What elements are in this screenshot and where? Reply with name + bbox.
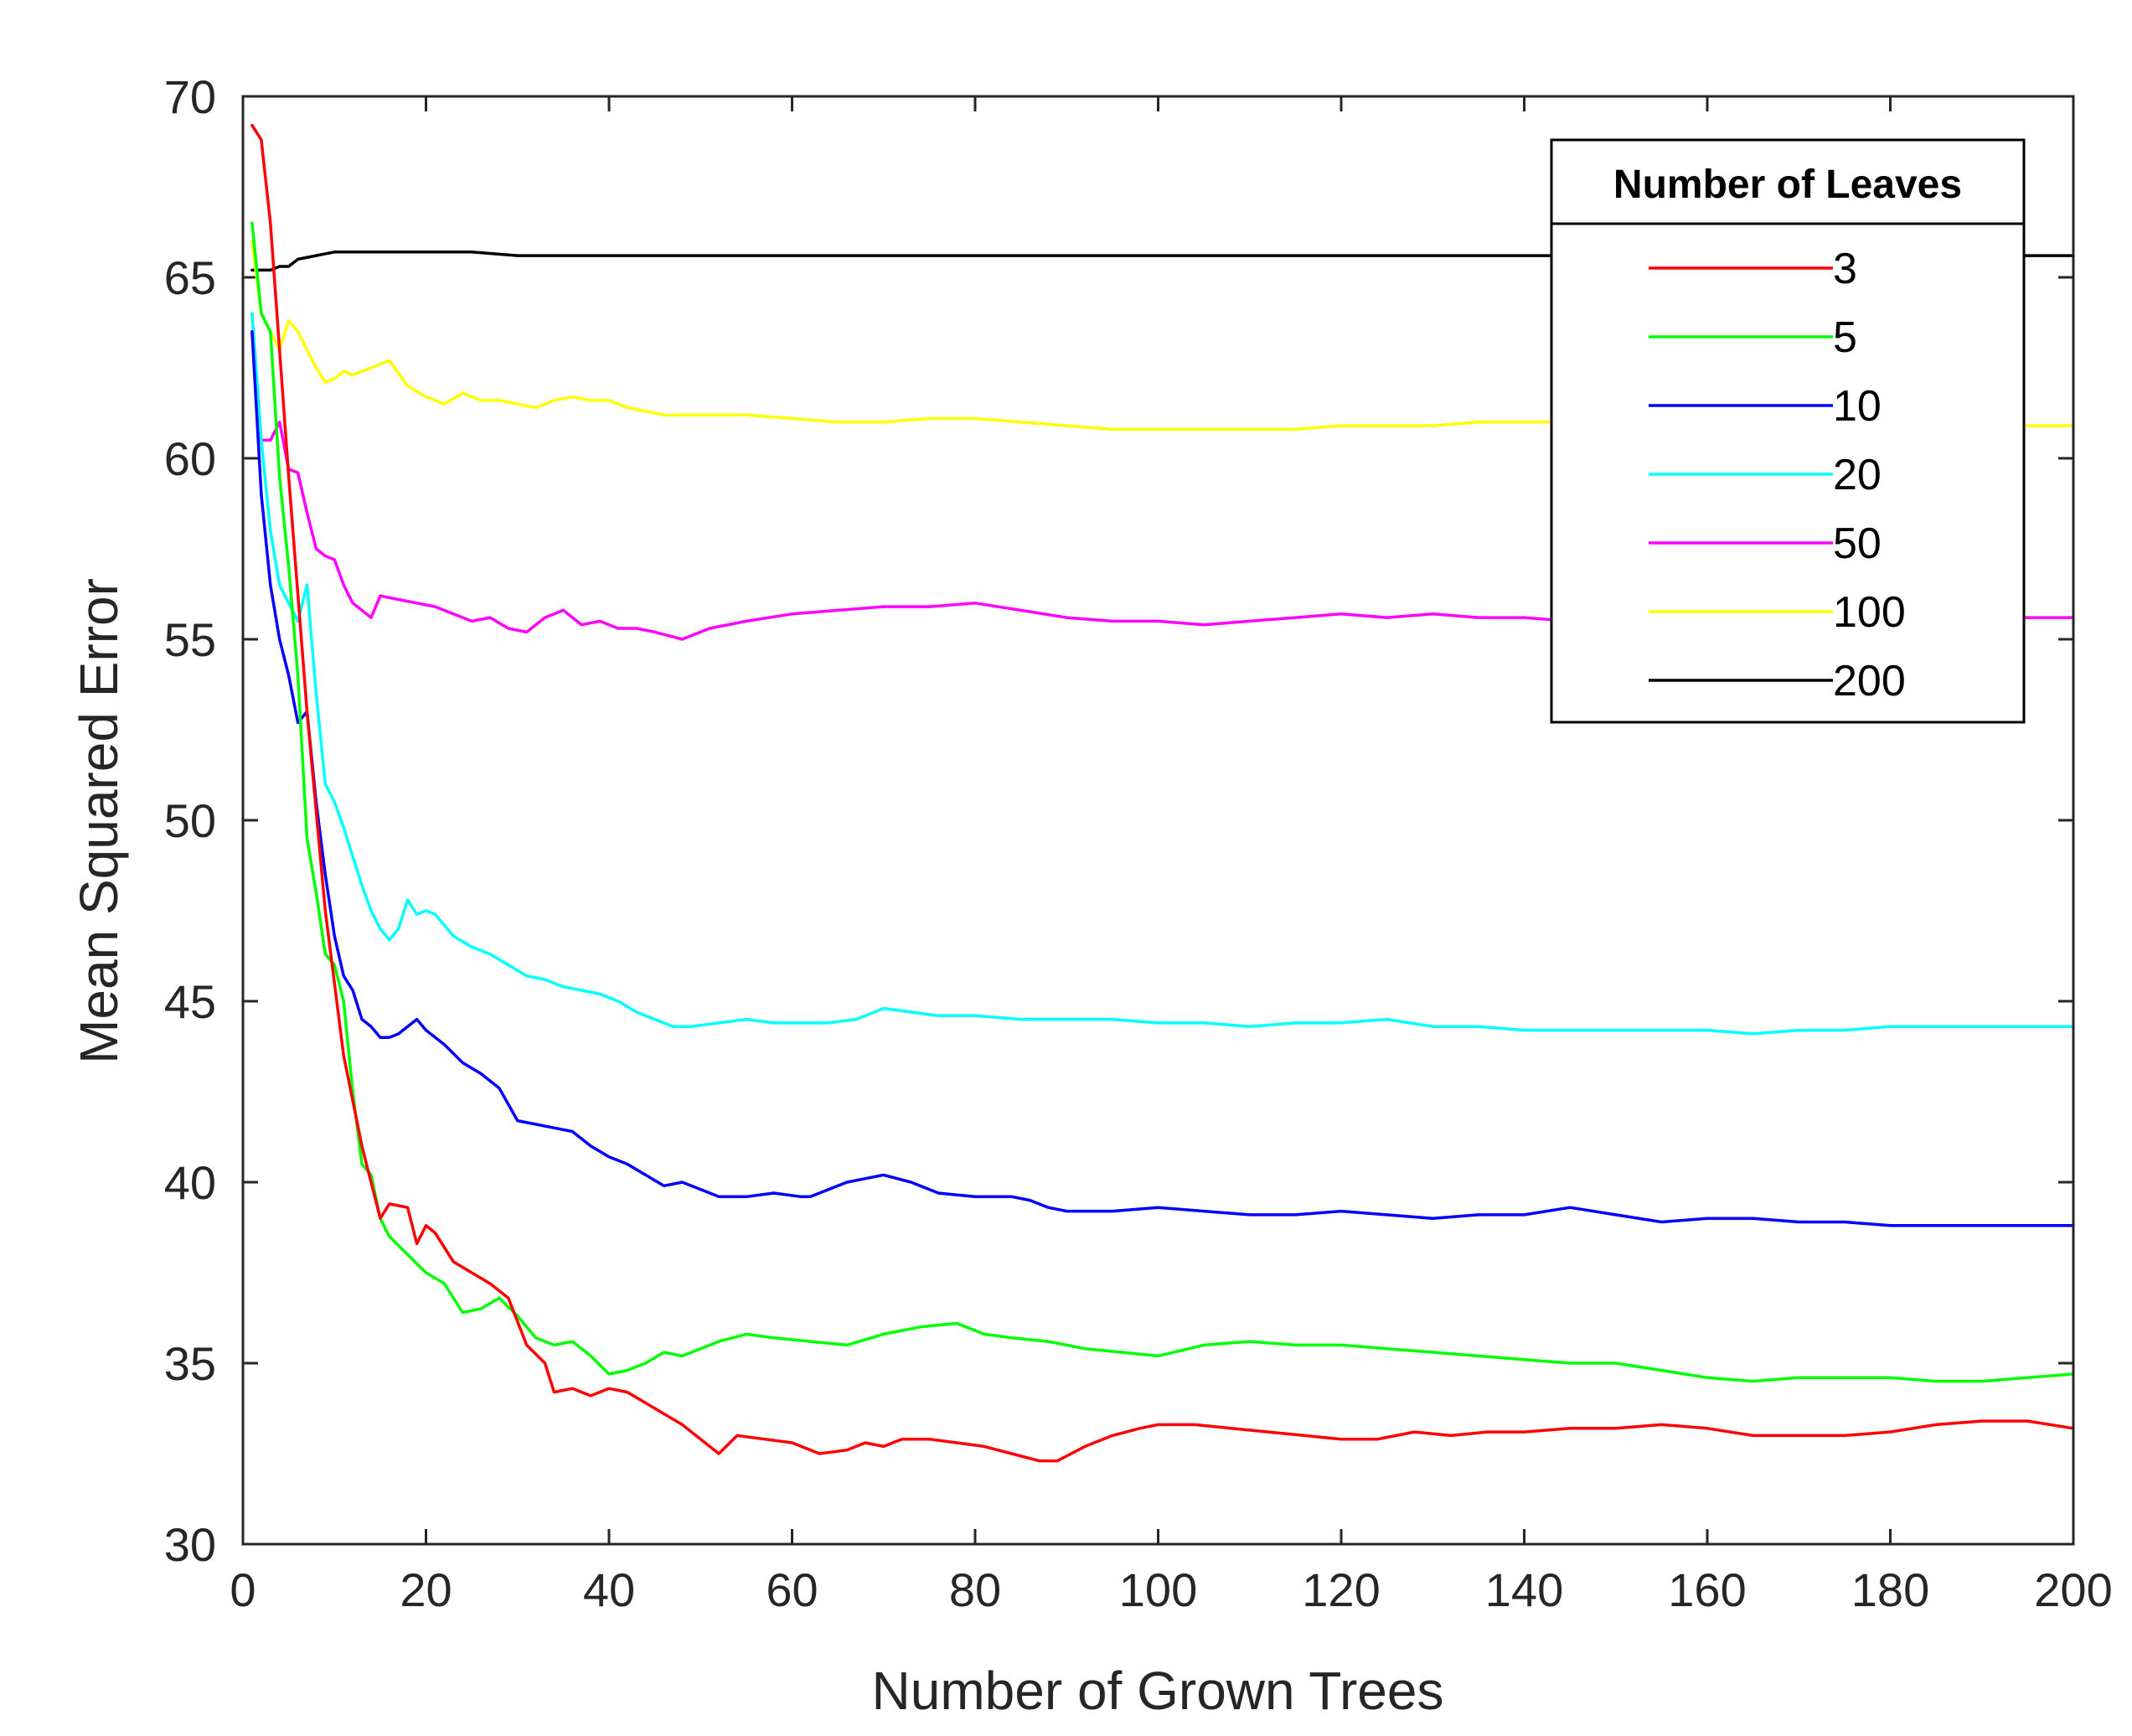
legend-items: 3 5 10 20 50 100 200 [1649, 245, 1906, 705]
legend-label-leaves-200: 200 [1833, 657, 1906, 705]
legend-label-leaves-5: 5 [1833, 313, 1857, 362]
series-line-leaves-3 [250, 123, 2075, 1463]
x-tick-label: 140 [1485, 1563, 1563, 1616]
x-tick-label: 180 [1851, 1563, 1929, 1616]
legend-label-leaves-50: 50 [1833, 519, 1882, 568]
x-tick-label: 120 [1302, 1563, 1380, 1616]
y-tick-label: 50 [164, 794, 216, 847]
y-tick-label: 55 [164, 613, 216, 666]
tick-labels: 0 20 40 60 80 100 120 140 160 180 2003035404550556… [164, 70, 2113, 1616]
y-tick-label: 40 [164, 1156, 216, 1209]
legend-label-leaves-20: 20 [1833, 451, 1882, 499]
legend-label-leaves-100: 100 [1833, 588, 1906, 637]
legend-box [1550, 138, 2026, 724]
series-line-leaves-5 [250, 221, 2075, 1383]
y-tick-label: 60 [164, 432, 216, 485]
series-line-leaves-20 [250, 312, 2075, 1036]
y-tick-label: 65 [164, 251, 216, 304]
y-tick-label: 70 [164, 70, 216, 123]
x-tick-label: 200 [2034, 1563, 2112, 1616]
series-line-leaves-10 [250, 330, 2075, 1227]
x-tick-label: 100 [1119, 1563, 1197, 1616]
plot-area-frame [241, 95, 2075, 1546]
y-tick-label: 45 [164, 975, 216, 1028]
legend-label-leaves-3: 3 [1833, 245, 1857, 293]
y-tick-label: 30 [164, 1518, 216, 1571]
y-axis-label: Mean Squared Error [69, 578, 129, 1064]
x-tick-label: 0 [230, 1563, 256, 1616]
x-tick-label: 20 [400, 1563, 452, 1616]
legend-title: Number of Leaves [1613, 163, 1962, 207]
legend-label-leaves-10: 10 [1833, 382, 1882, 431]
x-tick-label: 160 [1668, 1563, 1746, 1616]
y-tick-label: 35 [164, 1337, 216, 1390]
x-tick-label: 60 [766, 1563, 818, 1616]
x-tick-label: 40 [583, 1563, 635, 1616]
x-tick-label: 80 [949, 1563, 1001, 1616]
x-axis-label: Number of Grown Trees [872, 1661, 1444, 1721]
legend: Number of Leaves 3 5 10 20 50 100 200 [1550, 138, 2026, 724]
